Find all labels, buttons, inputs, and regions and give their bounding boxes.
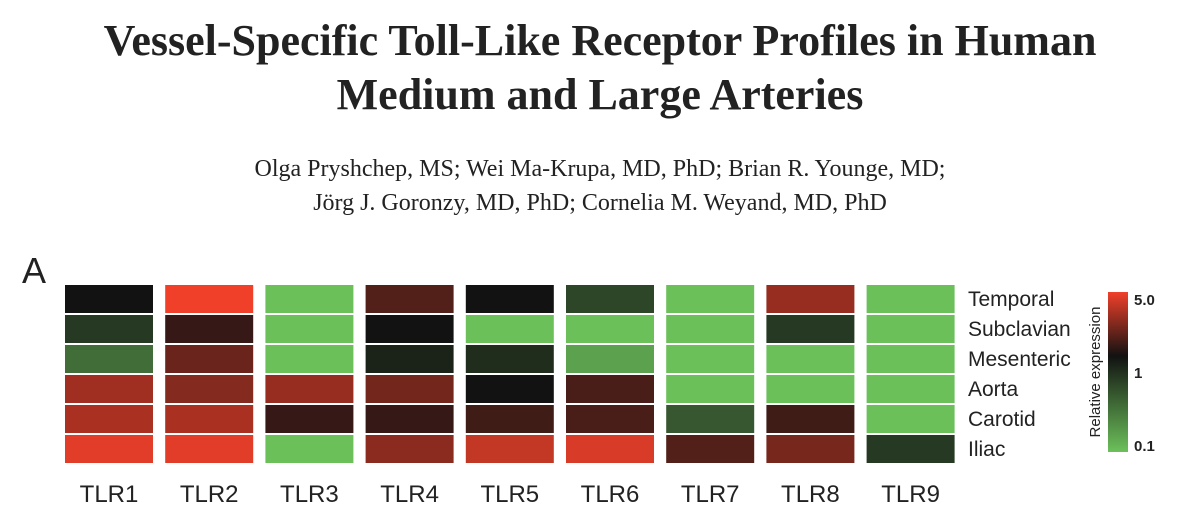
heatmap-cell-tlr1-mesenteric	[65, 345, 153, 373]
title-line-2: Medium and Large Arteries	[336, 70, 864, 119]
heatmap-cell-tlr7-iliac	[666, 435, 755, 463]
heatmap-cell-tlr8-aorta	[766, 375, 855, 403]
heatmap-cell-tlr5-iliac	[465, 435, 554, 463]
heatmap-cell-tlr7-mesenteric	[666, 345, 755, 373]
heatmap-cell-tlr3-carotid	[265, 405, 354, 433]
heatmap-cell-tlr2-temporal	[165, 285, 254, 313]
heatmap-cell-tlr3-temporal	[265, 285, 354, 313]
heatmap-cell-tlr3-aorta	[265, 375, 354, 403]
row-labels: Temporal Subclavian Mesenteric Aorta Carotid…	[968, 288, 1071, 461]
title-line-1: Vessel-Specific Toll-Like Receptor Profi…	[103, 16, 1097, 65]
heatmap-cell-tlr6-mesenteric	[566, 345, 654, 373]
heatmap-cell-tlr4-carotid	[365, 405, 454, 433]
heatmap-cell-tlr5-aorta	[465, 375, 554, 403]
column-label-tlr2: TLR2	[180, 481, 239, 508]
colorbar-tick-min: 0.1	[1134, 438, 1155, 455]
row-label-mesenteric: Mesenteric	[968, 348, 1071, 371]
heatmap-cell-tlr4-mesenteric	[365, 345, 454, 373]
heatmap-cell-tlr5-carotid	[465, 405, 554, 433]
row-label-carotid: Carotid	[968, 408, 1036, 431]
heatmap-cell-tlr9-aorta	[866, 375, 955, 403]
column-label-tlr9: TLR9	[881, 481, 940, 508]
heatmap-cell-tlr2-mesenteric	[165, 345, 254, 373]
heatmap-cell-tlr1-subclavian	[65, 315, 153, 343]
heatmap-cell-tlr6-subclavian	[566, 315, 654, 343]
heatmap-cell-tlr8-mesenteric	[766, 345, 855, 373]
heatmap-cell-tlr1-aorta	[65, 375, 153, 403]
heatmap-cell-tlr8-carotid	[766, 405, 855, 433]
author-list: Olga Pryshchep, MS; Wei Ma-Krupa, MD, Ph…	[0, 152, 1200, 220]
column-label-tlr4: TLR4	[380, 481, 439, 508]
heatmap-cell-tlr5-temporal	[465, 285, 554, 313]
heatmap-cell-tlr9-mesenteric	[866, 345, 955, 373]
heatmap-cell-tlr3-iliac	[265, 435, 354, 463]
colorbar-label: Relative expression	[1087, 307, 1104, 438]
column-label-tlr5: TLR5	[480, 481, 539, 508]
heatmap-cell-tlr2-subclavian	[165, 315, 254, 343]
heatmap-cell-tlr9-subclavian	[866, 315, 955, 343]
heatmap-cell-tlr6-carotid	[566, 405, 654, 433]
heatmap-cell-tlr5-mesenteric	[465, 345, 554, 373]
heatmap-cell-tlr2-aorta	[165, 375, 254, 403]
column-label-tlr3: TLR3	[280, 481, 339, 508]
authors-line-2: Jörg J. Goronzy, MD, PhD; Cornelia M. We…	[313, 190, 887, 216]
authors-line-1: Olga Pryshchep, MS; Wei Ma-Krupa, MD, Ph…	[254, 156, 946, 182]
heatmap-cell-tlr6-temporal	[566, 285, 654, 313]
heatmap-cell-tlr1-temporal	[65, 285, 153, 313]
heatmap-cell-tlr6-aorta	[566, 375, 654, 403]
heatmap-cell-tlr2-iliac	[165, 435, 254, 463]
heatmap-cell-tlr3-mesenteric	[265, 345, 354, 373]
heatmap-cell-tlr9-temporal	[866, 285, 955, 313]
column-label-tlr8: TLR8	[781, 481, 840, 508]
colorbar: Relative expression 5.0 1 0.1	[1087, 292, 1155, 455]
row-label-aorta: Aorta	[968, 378, 1019, 401]
heatmap-cell-tlr3-subclavian	[265, 315, 354, 343]
column-labels: TLR1 TLR2 TLR3 TLR4 TLR5 TLR6 TLR7 TLR8 TLR9	[80, 481, 940, 508]
heatmap-cell-tlr5-subclavian	[465, 315, 554, 343]
column-label-tlr7: TLR7	[681, 481, 740, 508]
row-label-temporal: Temporal	[968, 288, 1054, 311]
heatmap-cell-tlr4-iliac	[365, 435, 454, 463]
heatmap-cell-tlr4-subclavian	[365, 315, 454, 343]
heatmap-cell-tlr7-carotid	[666, 405, 755, 433]
colorbar-tick-mid: 1	[1134, 365, 1142, 382]
heatmap-cell-tlr8-temporal	[766, 285, 855, 313]
row-label-subclavian: Subclavian	[968, 318, 1071, 341]
column-label-tlr1: TLR1	[80, 481, 139, 508]
heatmap-cell-tlr8-subclavian	[766, 315, 855, 343]
column-label-tlr6: TLR6	[581, 481, 640, 508]
heatmap-cell-tlr9-iliac	[866, 435, 955, 463]
heatmap-cell-tlr7-aorta	[666, 375, 755, 403]
heatmap-cells	[65, 285, 955, 463]
colorbar-tick-max: 5.0	[1134, 292, 1155, 309]
heatmap-cell-tlr6-iliac	[566, 435, 654, 463]
heatmap-cell-tlr9-carotid	[866, 405, 955, 433]
heatmap-cell-tlr7-temporal	[666, 285, 755, 313]
paper-title: Vessel-Specific Toll-Like Receptor Profi…	[0, 14, 1200, 122]
heatmap-cell-tlr7-subclavian	[666, 315, 755, 343]
row-label-iliac: Iliac	[968, 438, 1005, 461]
panel-label: A	[22, 250, 46, 291]
heatmap-cell-tlr1-iliac	[65, 435, 153, 463]
heatmap-cell-tlr1-carotid	[65, 405, 153, 433]
colorbar-gradient	[1108, 292, 1128, 452]
heatmap-cell-tlr4-aorta	[365, 375, 454, 403]
heatmap-cell-tlr2-carotid	[165, 405, 254, 433]
heatmap-cell-tlr4-temporal	[365, 285, 454, 313]
heatmap-cell-tlr8-iliac	[766, 435, 855, 463]
